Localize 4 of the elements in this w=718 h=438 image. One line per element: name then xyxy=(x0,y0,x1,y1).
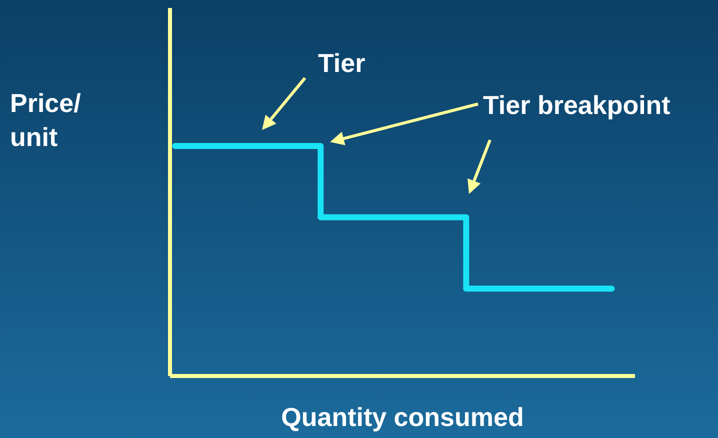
x-axis-title: Quantity consumed xyxy=(280,402,525,433)
y-axis-title: Price/ unit xyxy=(10,87,82,154)
text: Tier xyxy=(318,48,366,79)
text: Tier breakpoint xyxy=(483,90,670,121)
